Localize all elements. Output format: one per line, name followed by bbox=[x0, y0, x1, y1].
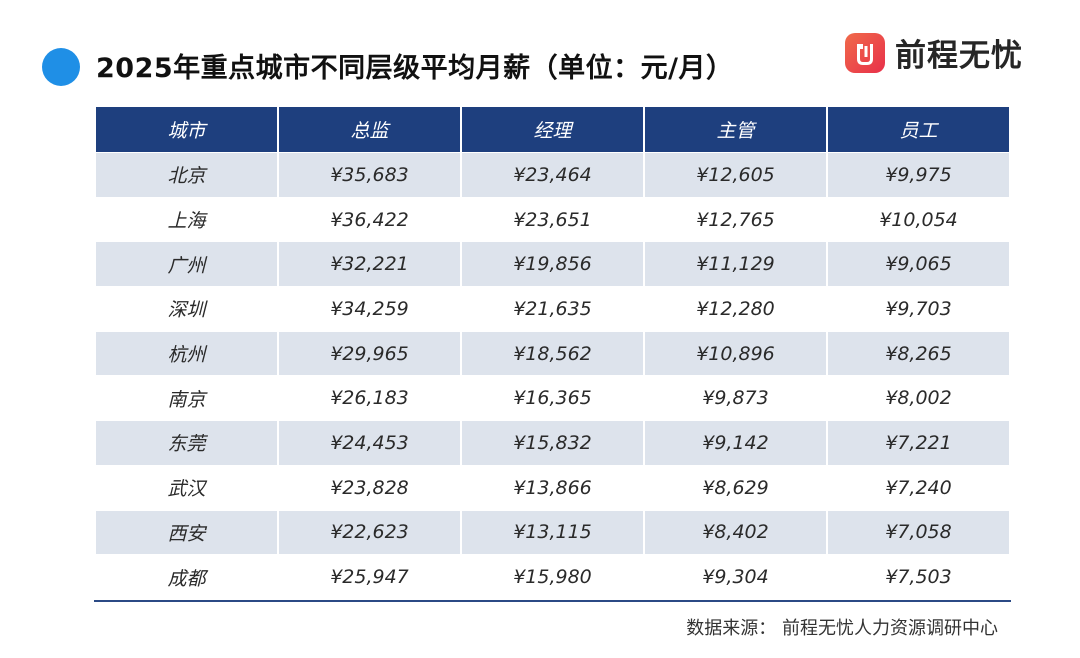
title-bullet-dot bbox=[42, 48, 80, 86]
table-row: 北京 ¥35,683 ¥23,464 ¥12,605 ¥9,975 bbox=[96, 153, 1009, 198]
table-row: 西安 ¥22,623 ¥13,115 ¥8,402 ¥7,058 bbox=[96, 510, 1009, 556]
city-cell: 上海 bbox=[96, 197, 277, 243]
salary-cell: ¥29,965 bbox=[279, 331, 460, 377]
city-cell: 广州 bbox=[96, 242, 277, 288]
city-cell: 杭州 bbox=[96, 331, 277, 377]
salary-cell: ¥22,623 bbox=[279, 510, 460, 556]
salary-cell: ¥9,975 bbox=[828, 153, 1009, 198]
table-header-row: 城市 总监 经理 主管 员工 bbox=[96, 107, 1009, 153]
salary-cell: ¥13,115 bbox=[462, 510, 643, 556]
city-cell: 北京 bbox=[96, 153, 277, 198]
source-note: 数据来源： 前程无忧人力资源调研中心 bbox=[686, 618, 998, 639]
salary-cell: ¥7,240 bbox=[828, 465, 1009, 511]
salary-cell: ¥36,422 bbox=[279, 197, 460, 243]
salary-cell: ¥9,873 bbox=[645, 376, 826, 422]
city-cell: 武汉 bbox=[96, 465, 277, 511]
salary-cell: ¥12,765 bbox=[645, 197, 826, 243]
salary-cell: ¥10,896 bbox=[645, 331, 826, 377]
salary-cell: ¥9,304 bbox=[645, 555, 826, 600]
table-row: 上海 ¥36,422 ¥23,651 ¥12,765 ¥10,054 bbox=[96, 197, 1009, 243]
salary-cell: ¥19,856 bbox=[462, 242, 643, 288]
salary-cell: ¥7,503 bbox=[828, 555, 1009, 600]
table-row: 深圳 ¥34,259 ¥21,635 ¥12,280 ¥9,703 bbox=[96, 287, 1009, 332]
salary-cell: ¥8,002 bbox=[828, 376, 1009, 422]
city-cell: 深圳 bbox=[96, 287, 277, 332]
page-title: 2025年重点城市不同层级平均月薪（单位：元/月） bbox=[96, 53, 734, 84]
table-row: 广州 ¥32,221 ¥19,856 ¥11,129 ¥9,065 bbox=[96, 242, 1009, 288]
salary-cell: ¥10,054 bbox=[828, 197, 1009, 243]
salary-cell: ¥35,683 bbox=[279, 153, 460, 198]
salary-cell: ¥8,629 bbox=[645, 465, 826, 511]
table-row: 武汉 ¥23,828 ¥13,866 ¥8,629 ¥7,240 bbox=[96, 465, 1009, 511]
column-header: 主管 bbox=[645, 107, 826, 153]
salary-cell: ¥18,562 bbox=[462, 331, 643, 377]
salary-cell: ¥21,635 bbox=[462, 287, 643, 332]
table-row: 东莞 ¥24,453 ¥15,832 ¥9,142 ¥7,221 bbox=[96, 421, 1009, 466]
salary-cell: ¥9,065 bbox=[828, 242, 1009, 288]
51job-logo-icon bbox=[845, 32, 885, 73]
column-header: 员工 bbox=[828, 107, 1009, 153]
table-row: 成都 ¥25,947 ¥15,980 ¥9,304 ¥7,503 bbox=[96, 555, 1009, 600]
salary-cell: ¥26,183 bbox=[279, 376, 460, 422]
salary-cell: ¥13,866 bbox=[462, 465, 643, 511]
salary-cell: ¥32,221 bbox=[279, 242, 460, 288]
table-body: 北京 ¥35,683 ¥23,464 ¥12,605 ¥9,975 上海 ¥36,422 ¥2… bbox=[96, 153, 1009, 600]
city-cell: 成都 bbox=[96, 555, 277, 600]
salary-cell: ¥23,464 bbox=[462, 153, 643, 198]
city-cell: 西安 bbox=[96, 510, 277, 556]
salary-cell: ¥7,058 bbox=[828, 510, 1009, 556]
salary-cell: ¥25,947 bbox=[279, 555, 460, 600]
salary-cell: ¥16,365 bbox=[462, 376, 643, 422]
salary-cell: ¥15,832 bbox=[462, 421, 643, 466]
salary-cell: ¥12,280 bbox=[645, 287, 826, 332]
salary-cell: ¥34,259 bbox=[279, 287, 460, 332]
table-row: 杭州 ¥29,965 ¥18,562 ¥10,896 ¥8,265 bbox=[96, 331, 1009, 377]
salary-cell: ¥11,129 bbox=[645, 242, 826, 288]
salary-cell: ¥8,265 bbox=[828, 331, 1009, 377]
salary-cell: ¥12,605 bbox=[645, 153, 826, 198]
column-header: 经理 bbox=[462, 107, 643, 153]
salary-cell: ¥7,221 bbox=[828, 421, 1009, 466]
salary-cell: ¥8,402 bbox=[645, 510, 826, 556]
logo-text: 前程无忧 bbox=[895, 38, 1023, 74]
brand-logo: 前程无忧 bbox=[845, 30, 1023, 75]
salary-cell: ¥15,980 bbox=[462, 555, 643, 600]
city-cell: 南京 bbox=[96, 376, 277, 422]
salary-cell: ¥9,703 bbox=[828, 287, 1009, 332]
column-header: 城市 bbox=[96, 107, 277, 153]
column-header: 总监 bbox=[279, 107, 460, 153]
salary-cell: ¥24,453 bbox=[279, 421, 460, 466]
salary-cell: ¥23,828 bbox=[279, 465, 460, 511]
salary-cell: ¥23,651 bbox=[462, 197, 643, 243]
salary-cell: ¥9,142 bbox=[645, 421, 826, 466]
city-cell: 东莞 bbox=[96, 421, 277, 466]
salary-table: 城市 总监 经理 主管 员工 北京 ¥35,683 ¥23,464 ¥12,605 ¥9,975… bbox=[94, 107, 1011, 602]
table-row: 南京 ¥26,183 ¥16,365 ¥9,873 ¥8,002 bbox=[96, 376, 1009, 422]
